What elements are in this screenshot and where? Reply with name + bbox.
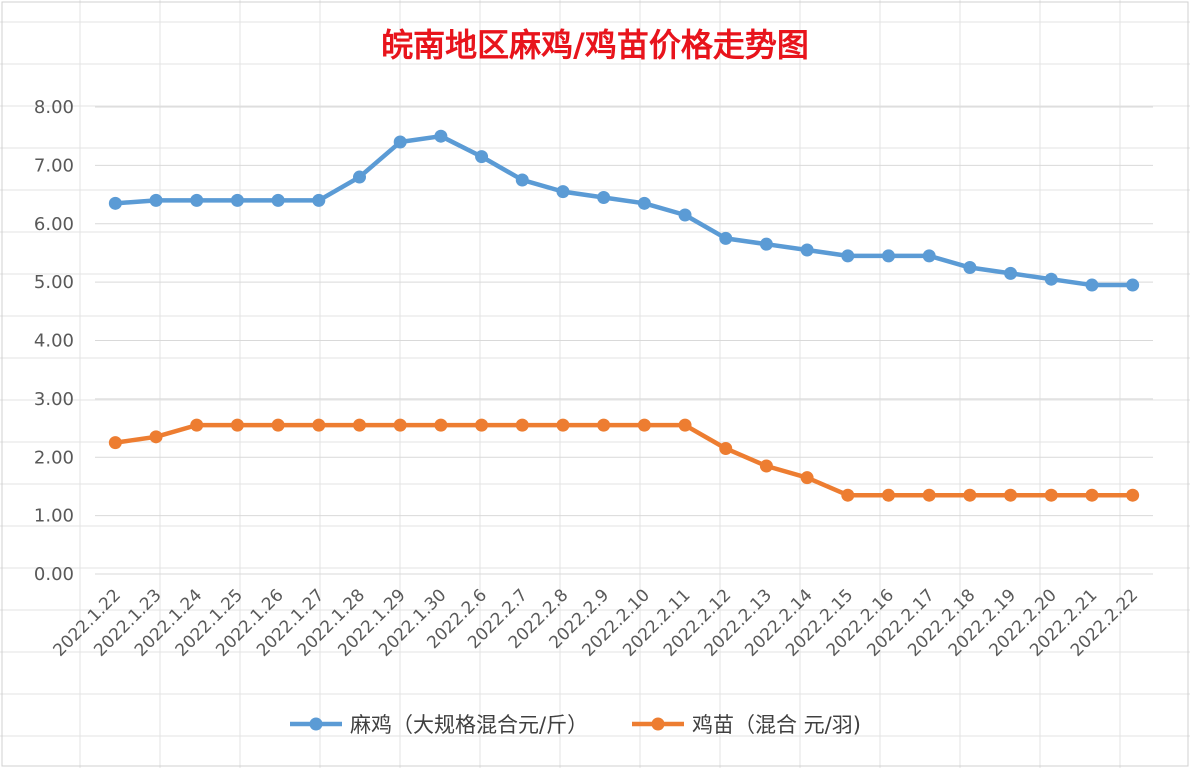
y-tick-label: 4.00: [34, 331, 74, 352]
data-point: [312, 418, 326, 432]
data-point: [759, 459, 773, 473]
data-point: [515, 418, 529, 432]
y-tick-label: 2.00: [34, 447, 74, 468]
data-point: [597, 418, 611, 432]
y-tick-label: 0.00: [34, 564, 74, 585]
y-gridlines: [95, 106, 1153, 575]
data-point: [515, 173, 529, 187]
y-tick-label: 1.00: [34, 506, 74, 527]
data-point: [719, 441, 733, 455]
data-point: [475, 150, 489, 164]
data-point: [597, 190, 611, 204]
data-point: [190, 193, 204, 207]
legend-label: 鸡苗（混合 元/羽): [692, 713, 861, 737]
data-point: [841, 249, 855, 263]
data-point: [882, 488, 895, 502]
data-point: [841, 488, 855, 502]
data-point: [963, 261, 977, 275]
data-point: [353, 170, 366, 184]
y-tick-label: 7.00: [34, 155, 74, 176]
data-point: [759, 237, 773, 251]
data-point: [800, 243, 814, 257]
data-point: [1004, 266, 1018, 280]
data-point: [556, 185, 570, 199]
chart-title: 皖南地区麻鸡/鸡苗价格走势图: [381, 26, 809, 64]
data-point: [434, 129, 448, 143]
legend-swatch-marker: [651, 717, 665, 731]
legend-label: 麻鸡（大规格混合元/斤）: [350, 713, 588, 737]
series-1: [108, 418, 1140, 502]
series-0: [108, 129, 1140, 292]
data-point: [678, 208, 692, 222]
data-point: [108, 436, 122, 450]
data-point: [149, 430, 163, 444]
data-point: [800, 471, 814, 485]
data-point: [637, 196, 651, 210]
data-point: [1085, 488, 1099, 502]
data-point: [149, 193, 163, 207]
y-tick-label: 6.00: [34, 214, 74, 235]
data-point: [1085, 278, 1099, 292]
data-point: [393, 135, 407, 149]
data-point: [1126, 488, 1140, 502]
data-point: [230, 193, 244, 207]
data-point: [353, 418, 366, 432]
legend-item-0: 麻鸡（大规格混合元/斤）: [290, 713, 588, 737]
data-point: [271, 418, 285, 432]
data-point: [719, 231, 733, 245]
y-tick-label: 5.00: [34, 272, 74, 293]
data-point: [271, 193, 285, 207]
legend-swatch-marker: [309, 717, 323, 731]
data-point: [393, 418, 407, 432]
data-point: [678, 418, 692, 432]
series-line: [113, 133, 1135, 288]
data-point: [922, 488, 936, 502]
legend-item-1: 鸡苗（混合 元/羽): [632, 713, 861, 737]
y-axis-ticks: 0.00 1.00 2.00 3.00 4.00 5.00 6.00 7.00 8.00: [34, 97, 74, 585]
data-point: [882, 249, 895, 263]
data-point: [1044, 488, 1058, 502]
data-point: [434, 418, 448, 432]
y-tick-label: 3.00: [34, 389, 74, 410]
x-axis-ticks: 2022.1.222022.1.232022.1.242022.1.252022…: [50, 585, 1143, 660]
data-point: [190, 418, 204, 432]
data-point: [1004, 488, 1018, 502]
data-point: [963, 488, 977, 502]
data-point: [108, 196, 122, 210]
y-tick-label: 8.00: [34, 97, 74, 118]
data-point: [922, 249, 936, 263]
data-point: [1126, 278, 1140, 292]
data-point: [230, 418, 244, 432]
series-line: [113, 422, 1135, 498]
legend: 麻鸡（大规格混合元/斤） 鸡苗（混合 元/羽): [290, 713, 861, 737]
data-point: [1044, 272, 1058, 286]
data-series: [108, 129, 1140, 502]
data-point: [637, 418, 651, 432]
data-point: [556, 418, 570, 432]
data-point: [475, 418, 489, 432]
data-point: [312, 193, 326, 207]
